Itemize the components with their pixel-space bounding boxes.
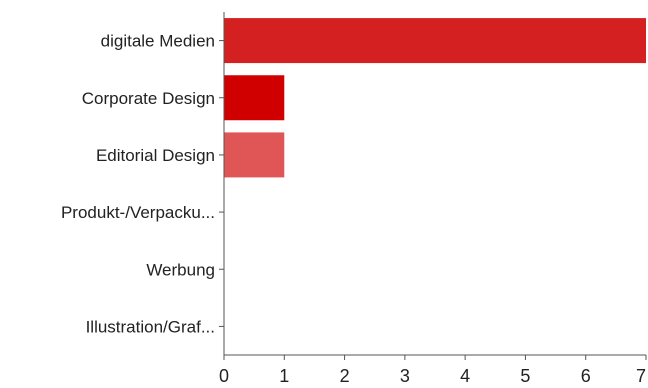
bar [224, 75, 285, 121]
x-tick-label: 0 [219, 366, 229, 386]
category-label: Werbung [146, 260, 215, 279]
y-axis-ticks: digitale Medien Corporate Design Editorial… [61, 32, 224, 336]
x-tick-label: 3 [400, 366, 410, 386]
x-tick-label: 1 [279, 366, 289, 386]
category-label: Illustration/Graf... [86, 317, 215, 336]
x-tick-label: 2 [340, 366, 350, 386]
category-label: Corporate Design [82, 89, 215, 108]
bars-group [224, 18, 646, 178]
x-tick-label: 6 [581, 366, 591, 386]
bar [224, 132, 285, 178]
category-label: Produkt-/Verpacku... [61, 203, 215, 222]
category-label: digitale Medien [101, 32, 215, 51]
bar [224, 18, 646, 64]
x-tick-label: 7 [636, 366, 646, 386]
x-axis-ticks: 0 1 2 3 4 5 6 7 [219, 355, 647, 386]
x-tick-label: 4 [460, 366, 470, 386]
category-label: Editorial Design [96, 146, 215, 165]
x-tick-label: 5 [520, 366, 530, 386]
